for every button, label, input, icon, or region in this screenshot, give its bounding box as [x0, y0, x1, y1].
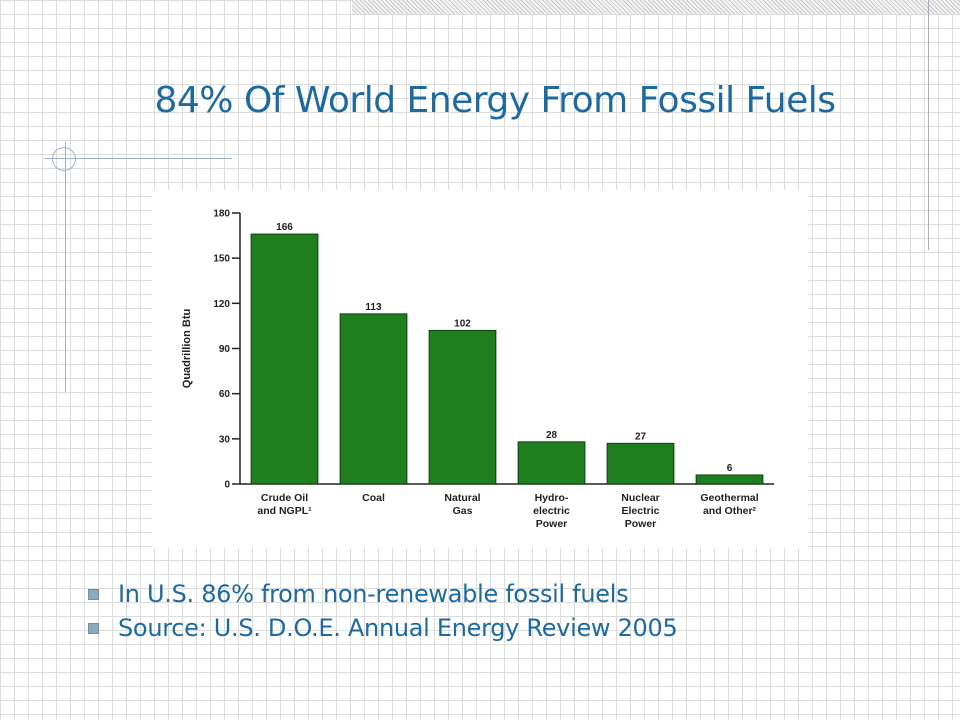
bar	[517, 441, 586, 485]
category-label: and Other²	[703, 505, 757, 517]
bar	[250, 233, 319, 485]
y-tick-label: 90	[219, 344, 231, 355]
bullet-item: In U.S. 86% from non-renewable fossil fu…	[88, 578, 677, 612]
bar	[428, 329, 497, 485]
bar	[695, 474, 764, 485]
square-bullet-icon	[88, 623, 99, 634]
y-tick-label: 120	[213, 299, 230, 310]
y-tick-label: 60	[219, 389, 231, 400]
y-axis-label: Quadrillion Btu	[181, 309, 193, 388]
decorative-vertical-line-right	[928, 0, 929, 250]
bullet-item: Source: U.S. D.O.E. Annual Energy Review…	[88, 612, 678, 646]
bar-value-label: 27	[635, 431, 647, 442]
square-bullet-icon	[88, 589, 99, 600]
category-label: Electric	[622, 505, 660, 517]
bullet-text: Source: U.S. D.O.E. Annual Energy Review…	[118, 614, 678, 642]
decorative-horizontal-line	[44, 158, 232, 159]
bullet-list: In U.S. 86% from non-renewable fossil fu…	[88, 578, 678, 646]
category-label: Natural	[444, 492, 480, 504]
category-label: Coal	[362, 492, 385, 504]
y-tick-label: 180	[213, 209, 230, 220]
bar-value-label: 28	[546, 430, 558, 441]
header-hatch-band	[352, 0, 960, 14]
category-label: Geothermal	[700, 492, 758, 504]
y-tick-label: 30	[219, 434, 231, 445]
category-label: Crude Oil	[261, 492, 308, 504]
category-label: electric	[533, 505, 570, 517]
y-tick-label: 0	[224, 480, 230, 491]
category-label: Hydro-	[535, 492, 569, 504]
category-label: Power	[536, 518, 568, 530]
decorative-circle	[52, 147, 76, 171]
bar	[606, 442, 675, 485]
decorative-vertical-line-left	[65, 142, 66, 392]
bar	[339, 313, 408, 485]
category-label: and NGPL¹	[257, 505, 312, 517]
bar-chart: 0 30 60 90 120 150 180 Quadrillion Btu 166 Crude …	[152, 190, 808, 548]
bar-value-label: 102	[454, 318, 471, 329]
bar-value-label: 6	[727, 463, 733, 474]
category-label: Power	[625, 518, 657, 530]
bullet-text: In U.S. 86% from non-renewable fossil fu…	[118, 580, 629, 608]
bar-value-label: 113	[365, 302, 382, 313]
y-tick-label: 150	[213, 254, 230, 265]
slide-title: 84% Of World Energy From Fossil Fuels	[154, 80, 836, 121]
bar-value-label: 166	[276, 222, 293, 233]
bar-chart-svg: 0 30 60 90 120 150 180 Quadrillion Btu 166 Crude …	[181, 209, 774, 530]
category-label: Nuclear	[621, 492, 660, 504]
category-label: Gas	[453, 505, 473, 517]
